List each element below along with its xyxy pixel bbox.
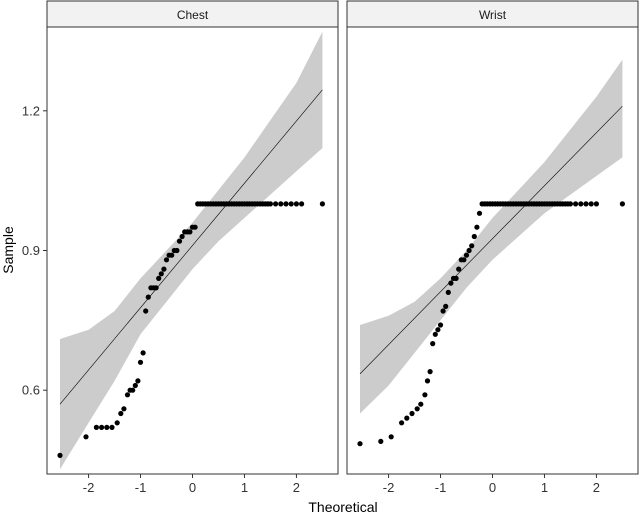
data-point bbox=[583, 201, 589, 207]
facet-wrist: Wrist -2 -1 0 1 2 bbox=[346, 0, 639, 495]
data-point bbox=[469, 243, 475, 249]
data-point bbox=[293, 201, 299, 207]
data-point bbox=[471, 233, 477, 240]
data-point bbox=[174, 247, 180, 254]
facet-strip bbox=[346, 0, 639, 28]
data-point bbox=[163, 257, 170, 263]
data-point bbox=[463, 252, 470, 258]
x-tick-label: 2 bbox=[593, 480, 600, 495]
data-point bbox=[448, 280, 454, 286]
x-tick-label: 0 bbox=[489, 480, 496, 495]
data-point bbox=[461, 257, 467, 263]
data-point bbox=[437, 322, 444, 328]
data-point bbox=[445, 289, 451, 295]
data-point bbox=[474, 224, 480, 230]
facet-strip-label: Chest bbox=[177, 8, 209, 22]
data-point bbox=[169, 252, 175, 258]
data-point bbox=[158, 271, 164, 277]
data-point bbox=[319, 201, 325, 207]
data-point bbox=[435, 327, 441, 333]
data-point bbox=[153, 285, 159, 291]
data-point bbox=[588, 201, 594, 207]
data-point bbox=[135, 378, 141, 384]
y-tick-label: 1.2 bbox=[22, 103, 40, 118]
x-tick-label: 1 bbox=[241, 480, 248, 495]
data-point bbox=[414, 406, 420, 412]
data-point bbox=[443, 303, 449, 309]
data-point bbox=[132, 382, 138, 389]
data-point bbox=[578, 201, 584, 207]
data-point bbox=[357, 441, 363, 447]
data-point bbox=[283, 201, 289, 207]
data-point bbox=[440, 308, 446, 314]
data-point bbox=[453, 275, 459, 281]
data-point bbox=[176, 238, 183, 244]
y-axis: 0.6 0.9 1.2 bbox=[22, 103, 47, 398]
data-point bbox=[427, 369, 433, 375]
data-point bbox=[593, 201, 600, 207]
data-point bbox=[192, 224, 198, 230]
qq-reference-line bbox=[59, 89, 323, 405]
x-axis-title: Theoretical bbox=[308, 499, 377, 515]
data-point bbox=[424, 378, 431, 384]
data-point bbox=[267, 201, 273, 207]
data-point bbox=[104, 424, 110, 430]
data-point bbox=[140, 350, 146, 356]
data-point bbox=[388, 434, 394, 440]
data-point bbox=[93, 424, 99, 430]
data-point bbox=[288, 201, 294, 207]
x-tick-label: 1 bbox=[541, 480, 548, 495]
data-point bbox=[137, 359, 144, 365]
data-point bbox=[399, 420, 405, 426]
data-point bbox=[432, 331, 438, 337]
data-point bbox=[456, 266, 462, 272]
data-point bbox=[187, 229, 193, 235]
data-point bbox=[109, 424, 115, 430]
confidence-band bbox=[360, 59, 623, 414]
data-point bbox=[130, 387, 136, 393]
data-point bbox=[378, 438, 384, 444]
data-point bbox=[466, 247, 472, 254]
y-axis-title: Sample bbox=[0, 226, 16, 274]
data-point bbox=[567, 201, 574, 207]
data-point bbox=[143, 308, 149, 314]
data-point bbox=[99, 424, 105, 430]
x-tick-label: -2 bbox=[383, 480, 395, 495]
x-tick-label: -1 bbox=[435, 480, 447, 495]
y-tick-label: 0.9 bbox=[22, 243, 40, 258]
qq-reference-line bbox=[359, 105, 623, 375]
data-point bbox=[409, 410, 415, 417]
facet-panels: Chest -2 -1 0 1 2 Wrist -2 -1 0 1 2 bbox=[46, 0, 639, 495]
data-point bbox=[156, 275, 162, 281]
x-tick-label: -1 bbox=[135, 480, 147, 495]
data-point bbox=[83, 434, 89, 440]
data-point bbox=[145, 294, 151, 300]
facet-strip-label: Wrist bbox=[479, 8, 507, 22]
data-point bbox=[114, 420, 120, 426]
data-point bbox=[619, 201, 626, 207]
data-point bbox=[161, 266, 167, 272]
data-point bbox=[418, 401, 424, 407]
data-point bbox=[430, 341, 436, 347]
data-point bbox=[404, 415, 410, 421]
x-tick-label: 0 bbox=[189, 480, 196, 495]
data-point bbox=[179, 233, 185, 240]
data-point bbox=[573, 201, 579, 207]
y-tick-label: 0.6 bbox=[22, 383, 40, 398]
data-point bbox=[121, 406, 127, 412]
facet-chest: Chest -2 -1 0 1 2 bbox=[46, 0, 339, 495]
data-point bbox=[273, 201, 279, 207]
data-point bbox=[476, 210, 483, 216]
data-point bbox=[118, 410, 124, 417]
x-tick-label: 2 bbox=[293, 480, 300, 495]
facet-strip bbox=[46, 0, 339, 28]
data-point bbox=[278, 201, 284, 207]
x-tick-label: -2 bbox=[83, 480, 95, 495]
confidence-band bbox=[60, 31, 323, 470]
data-point bbox=[124, 392, 131, 398]
data-point bbox=[57, 452, 63, 458]
data-point bbox=[422, 392, 428, 398]
data-point bbox=[299, 201, 305, 207]
